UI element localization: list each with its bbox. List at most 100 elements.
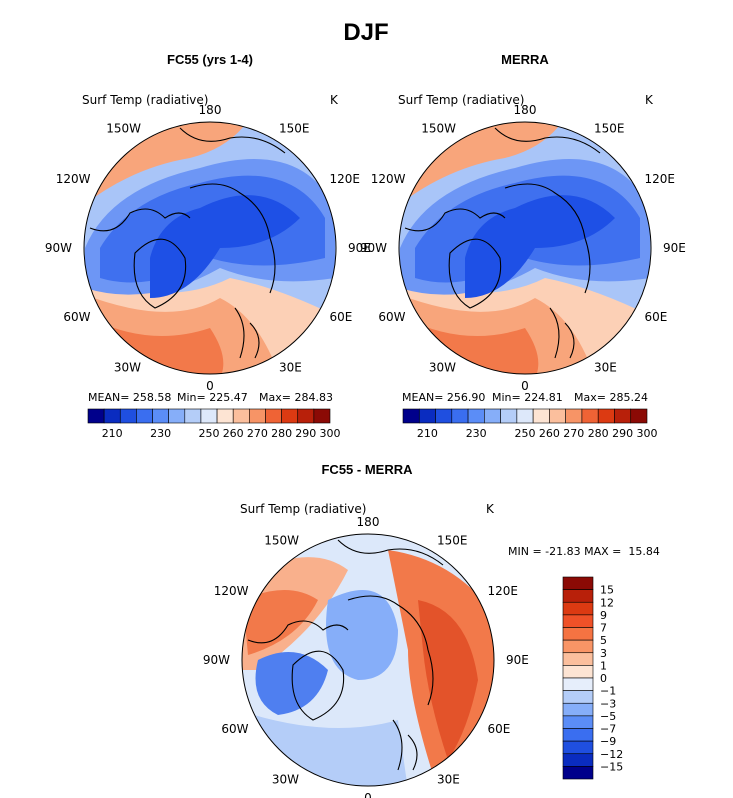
longitude-label: 90W — [45, 241, 72, 255]
colorbar-tick-label: −15 — [600, 760, 623, 773]
colorbar-swatch — [249, 408, 266, 424]
units-label: K — [486, 502, 495, 516]
colorbar-tick-label: 290 — [295, 427, 316, 440]
longitude-label: 30E — [437, 773, 460, 787]
colorbar-swatch — [562, 652, 594, 666]
colorbar-tick-label: 280 — [588, 427, 609, 440]
coastline-canada — [89, 208, 191, 232]
colorbar-tick-label: 7 — [600, 622, 607, 635]
colorbar-tick-label: 210 — [417, 427, 438, 440]
colorbar-swatch — [562, 690, 594, 704]
colorbar-tick-label: 15 — [600, 584, 614, 597]
panel-title: FC55 (yrs 1-4) — [167, 52, 253, 67]
longitude-label: 60W — [221, 722, 248, 736]
colorbar-tick-label: −9 — [600, 735, 616, 748]
longitude-label: 150E — [279, 122, 310, 136]
colorbar-swatch — [562, 766, 594, 780]
colorbar-swatch — [265, 408, 282, 424]
polar-map: 180 150E 120E 90E 60E 30E 0 30W 60W 90W 120W 150W — [203, 515, 529, 798]
variable-label: Surf Temp (radiative) — [240, 502, 366, 516]
colorbar-tick-label: 1 — [600, 659, 607, 672]
colorbar-swatch — [562, 576, 594, 590]
colorbar-tick-label: 300 — [320, 427, 341, 440]
longitude-label: 90W — [203, 653, 230, 667]
longitude-label: 120W — [371, 172, 406, 186]
colorbar-swatch — [562, 677, 594, 691]
colorbar-swatch — [614, 408, 632, 424]
colorbar-tick-label: 9 — [600, 609, 607, 622]
stat-minmax: MIN = -21.83 MAX = 15.84 — [508, 545, 660, 558]
colorbar-swatch — [136, 408, 153, 424]
longitude-label: 90E — [506, 653, 529, 667]
longitude-label: 150E — [437, 534, 468, 548]
colorbar-tick-label: 3 — [600, 647, 607, 660]
colorbar-tick-label: 270 — [563, 427, 584, 440]
longitude-label: 0 — [206, 379, 214, 393]
colorbar-swatch — [484, 408, 501, 424]
longitude-label: 150W — [421, 122, 456, 136]
colorbar-swatch — [532, 408, 550, 424]
colorbar-tick-label: 280 — [271, 427, 292, 440]
warm-anomaly-west-strong — [243, 590, 318, 655]
longitude-label: 90W — [360, 241, 387, 255]
colorbar-swatch — [418, 408, 436, 424]
colorbar-swatch — [119, 408, 137, 424]
colorbar-tick-label: 260 — [223, 427, 244, 440]
colorbar-swatch — [500, 408, 518, 424]
colorbar-swatch — [184, 408, 202, 424]
colorbar-swatch — [402, 408, 420, 424]
colorbar-swatch — [297, 408, 315, 424]
longitude-label: 60W — [378, 310, 405, 324]
colorbar-swatch — [562, 715, 594, 729]
colorbar-swatch — [581, 408, 599, 424]
colorbar-tick-label: 5 — [600, 634, 607, 647]
map-border — [241, 533, 495, 787]
colorbar-tick-label: 230 — [466, 427, 487, 440]
longitude-label: 120E — [488, 584, 519, 598]
colorbar-tick-label: −5 — [600, 710, 616, 723]
coastline-bering — [337, 539, 444, 566]
coastline-bering — [179, 127, 286, 154]
colorbar: 210 230 250 260 270 280 290 300 — [402, 408, 658, 440]
stat-min: Min= 224.81 — [492, 391, 563, 404]
coastline-scandinavia — [549, 307, 575, 359]
longitude-label: 30E — [279, 361, 302, 375]
polar-map: 180 150E 120E 90E 60E 30E 0 30W 60W 90W 120W 150W — [360, 103, 686, 393]
longitude-label: 120E — [330, 172, 361, 186]
panel-fc55: FC55 (yrs 1-4) Surf Temp (radiative) K 1… — [45, 52, 371, 440]
map-border — [83, 121, 337, 375]
colorbar-swatch — [103, 408, 121, 424]
coastline-greenland — [448, 238, 502, 309]
longitude-label: 30E — [594, 361, 617, 375]
colorbar-swatch — [562, 728, 594, 742]
longitude-label: 30W — [272, 773, 299, 787]
panel-merra: MERRA Surf Temp (radiative) K 180 150E 120… — [360, 52, 686, 440]
longitude-label: 0 — [364, 791, 372, 798]
coastline-canada — [247, 620, 349, 644]
colorbar-swatch — [562, 589, 594, 603]
colorbar-swatch — [562, 753, 594, 767]
map-border — [398, 121, 652, 375]
colorbar-swatch — [562, 601, 594, 616]
colorbar-tick-label: 260 — [539, 427, 560, 440]
warm-anomaly-east-strong — [418, 600, 478, 760]
longitude-label: 120E — [645, 172, 676, 186]
panel-title: MERRA — [501, 52, 549, 67]
longitude-label: 60E — [330, 310, 353, 324]
colorbar-tick-label: 12 — [600, 596, 614, 609]
colorbar-swatch — [87, 408, 105, 424]
colorbar-tick-label: 0 — [600, 672, 607, 685]
colorbar: 210 230 250 260 270 280 290 300 — [87, 408, 341, 440]
colorbar-tick-label: 250 — [199, 427, 220, 440]
coastlines — [404, 127, 601, 359]
longitude-label: 60W — [63, 310, 90, 324]
cold-anomaly-centre — [326, 590, 398, 680]
longitude-label: 60E — [488, 722, 511, 736]
colorbar-tick-label: 210 — [102, 427, 123, 440]
longitude-label: 150E — [594, 122, 625, 136]
colorbar-swatch — [451, 408, 469, 424]
colorbar-tick-label: 290 — [612, 427, 633, 440]
colorbar-swatch — [467, 408, 485, 424]
colorbar-swatch — [313, 408, 331, 424]
